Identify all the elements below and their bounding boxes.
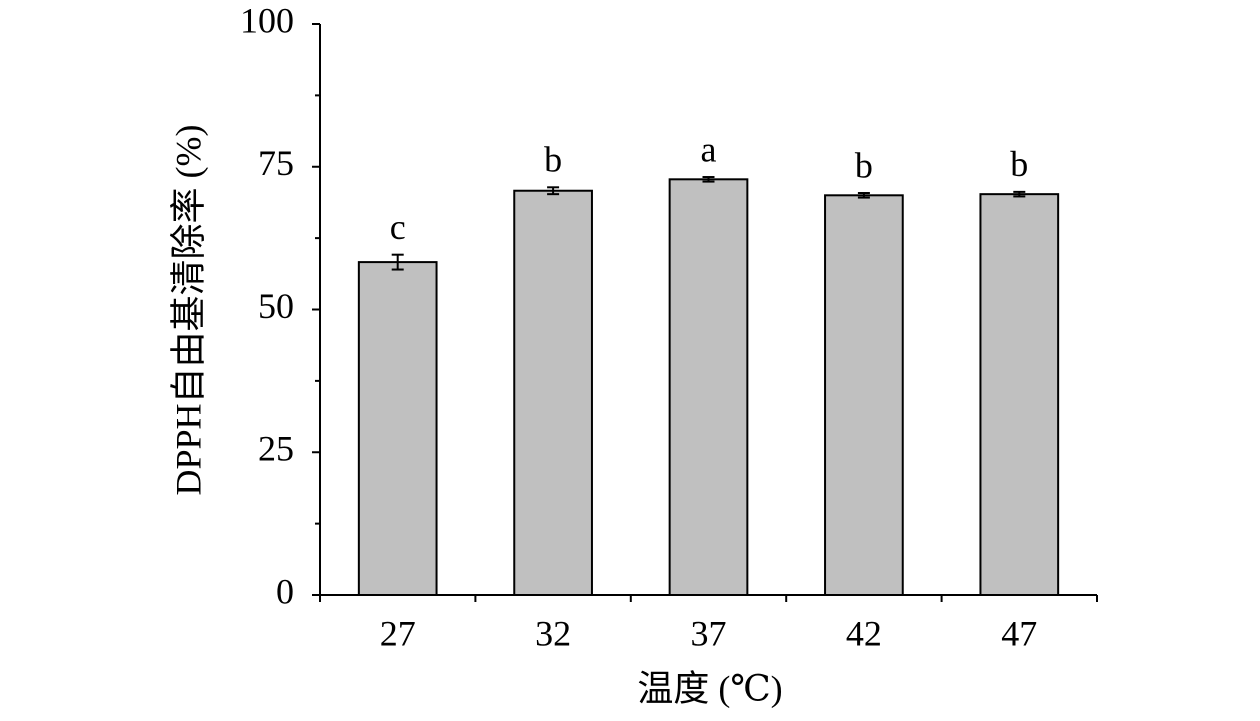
x-tick-label: 42 — [846, 613, 882, 653]
bar — [824, 194, 904, 597]
x-tick-label: 47 — [1001, 613, 1037, 653]
significance-letter: b — [1010, 144, 1028, 184]
bar — [513, 189, 593, 596]
y-tick-label: 25 — [258, 429, 294, 469]
y-tick-label: 75 — [258, 143, 294, 183]
significance-letter: c — [390, 207, 406, 247]
y-tick-label: 100 — [240, 0, 294, 40]
bar — [668, 178, 749, 596]
x-tick-label: 37 — [691, 613, 727, 653]
bar — [979, 193, 1060, 597]
y-axis-label: DPPH自由基清除率 (%) — [168, 124, 208, 495]
bar — [357, 261, 438, 596]
x-axis-label: 温度 (℃) — [637, 668, 782, 708]
significance-letter: b — [544, 140, 562, 180]
x-tick-label: 27 — [380, 613, 416, 653]
y-tick-label: 50 — [258, 286, 294, 326]
y-tick-label: 0 — [276, 571, 294, 611]
x-tick-label: 32 — [535, 613, 571, 653]
significance-letter: b — [855, 145, 873, 185]
significance-letter: a — [701, 129, 717, 169]
